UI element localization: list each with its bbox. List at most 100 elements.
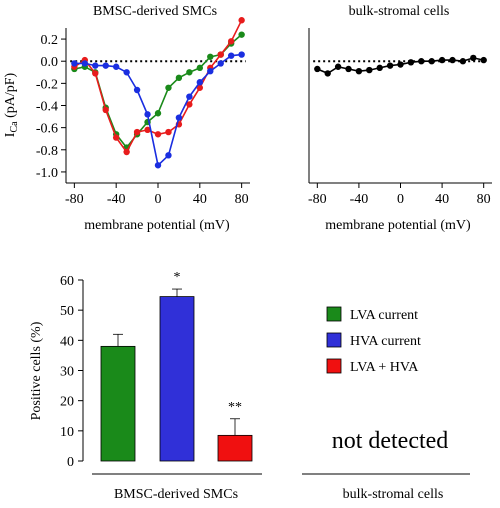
bmsc-y-tick-label: -0.4 xyxy=(36,100,58,115)
bmsc-series-point-0 xyxy=(175,74,183,82)
legend-swatch-lva xyxy=(326,306,342,322)
bulk-series-point-0 xyxy=(438,56,446,64)
bulk-x-tick-label: 80 xyxy=(477,192,491,207)
bmsc-series-point-2 xyxy=(165,152,172,159)
group-label-bulk: bulk-stromal cells xyxy=(343,487,444,502)
bmsc-series-point-2 xyxy=(71,60,78,67)
legend-label-lva: LVA current xyxy=(350,308,418,323)
bar-y-tick-label: 0 xyxy=(67,455,74,470)
bmsc-x-tick-label: 40 xyxy=(193,192,207,207)
y-label-unit: (pA/pF) xyxy=(3,72,18,121)
bar-y-tick-label: 60 xyxy=(60,274,74,289)
bmsc-series-point-2 xyxy=(112,63,120,70)
bmsc-series-point-1 xyxy=(92,70,99,77)
bulk-series-point-0 xyxy=(376,64,383,72)
bmsc-y-tick-label: -0.2 xyxy=(36,77,58,92)
bmsc-series-point-1 xyxy=(196,84,204,91)
bulk-series-point-0 xyxy=(334,63,342,70)
bmsc-series-point-1 xyxy=(238,17,245,24)
bar-legend: LVA current HVA current LVA + HVA xyxy=(326,306,421,375)
bulk-series-point-0 xyxy=(418,58,425,65)
bulk-x-tick-label: -40 xyxy=(350,192,369,207)
bmsc-x-tick-label: -40 xyxy=(107,192,126,207)
bulk-x-tick-label: 40 xyxy=(435,192,449,207)
bulk-iv-plot: bulk-stromal cells membrane potential (m… xyxy=(308,4,492,233)
bar-0 xyxy=(100,345,136,462)
bmsc-series-point-1 xyxy=(102,106,109,114)
bmsc-series-point-2 xyxy=(81,60,89,67)
bar-axes: 0 10 20 30 40 50 60 xyxy=(60,274,84,470)
legend-swatch-hva xyxy=(326,332,342,348)
legend-swatch-lva-hva xyxy=(326,358,342,374)
bulk-axes: -80 -40 0 40 80 xyxy=(308,28,492,207)
bmsc-series-point-2 xyxy=(238,51,245,58)
bmsc-y-tick-label: -0.6 xyxy=(36,122,58,137)
bar-y-tick-label: 20 xyxy=(60,395,74,410)
bmsc-series-point-2 xyxy=(217,60,224,67)
bulk-series-point-0 xyxy=(397,61,404,68)
bmsc-series-point-1 xyxy=(133,128,141,136)
bulk-x-tick-label: -80 xyxy=(308,192,327,207)
bulk-series-point-0 xyxy=(459,58,467,65)
bulk-series-point-0 xyxy=(324,70,331,77)
bmsc-y-tick-label: -1.0 xyxy=(36,166,58,181)
bmsc-x-tick-label: 0 xyxy=(155,192,162,207)
bmsc-series-point-2 xyxy=(123,69,130,76)
bmsc-series-point-0 xyxy=(165,84,172,91)
legend-label-hva: HVA current xyxy=(350,334,421,349)
y-label-main: I xyxy=(3,132,18,137)
bmsc-plot-title: BMSC-derived SMCs xyxy=(93,4,217,19)
bar-y-tick-label: 50 xyxy=(60,304,74,319)
y-label-subscript: Ca xyxy=(9,121,20,133)
current-y-axis-label: ICa (pA/pF) xyxy=(3,72,20,137)
bmsc-series-point-2 xyxy=(133,86,141,94)
bulk-series-point-0 xyxy=(386,62,394,69)
bmsc-y-tick-label: -0.8 xyxy=(36,144,58,159)
bmsc-x-tick-label: -80 xyxy=(65,192,84,207)
bmsc-series-point-2 xyxy=(175,114,183,121)
bulk-series-point-0 xyxy=(345,65,352,73)
not-detected-note: not detected xyxy=(332,428,449,454)
bulk-series-point-0 xyxy=(480,56,487,64)
bmsc-series-point-1 xyxy=(165,128,172,136)
bmsc-axes: -80 -40 0 40 80 0.2 0.0 -0.2 -0.4 -0.6 -0.8 -1.0 xyxy=(36,28,250,207)
bmsc-series-point-2 xyxy=(207,67,214,75)
bmsc-series-point-1 xyxy=(123,148,130,156)
bmsc-series-point-2 xyxy=(186,93,193,100)
bmsc-series-point-0 xyxy=(238,31,245,38)
bmsc-series-point-2 xyxy=(92,62,99,69)
bmsc-series-point-0 xyxy=(186,69,193,76)
group-label-bmsc: BMSC-derived SMCs xyxy=(114,487,238,502)
bmsc-series-point-0 xyxy=(207,53,214,60)
bmsc-y-tick-label: 0.2 xyxy=(41,33,59,48)
bmsc-series-point-1 xyxy=(154,131,162,138)
bmsc-series-point-2 xyxy=(102,62,109,69)
bmsc-series-point-2 xyxy=(227,52,235,59)
bmsc-series-line-0 xyxy=(74,33,243,149)
bmsc-x-axis-label: membrane potential (mV) xyxy=(84,218,230,233)
bmsc-series-point-2 xyxy=(196,79,204,86)
bar-2 xyxy=(217,434,253,462)
significance-marker-2: ** xyxy=(228,400,242,415)
bmsc-series-point-2 xyxy=(154,162,162,169)
bulk-x-tick-label: 0 xyxy=(397,192,404,207)
legend-label-lva-hva: LVA + HVA xyxy=(350,360,419,375)
bar-y-axis-label: Positive cells (%) xyxy=(29,321,44,420)
bulk-x-axis-label: membrane potential (mV) xyxy=(325,218,471,233)
bulk-series-point-0 xyxy=(428,58,435,65)
bar-y-tick-label: 30 xyxy=(60,365,74,380)
bars-group: *** xyxy=(100,270,253,462)
bmsc-series-line-2 xyxy=(74,53,242,167)
bmsc-series-point-2 xyxy=(144,111,151,118)
bulk-series-point-0 xyxy=(314,65,321,73)
bmsc-series-point-1 xyxy=(144,126,151,134)
bulk-plot-title: bulk-stromal cells xyxy=(349,4,450,19)
bmsc-y-tick-label: 0.0 xyxy=(41,55,59,70)
bulk-series-point-0 xyxy=(470,54,477,62)
bmsc-series-point-0 xyxy=(154,110,162,117)
bulk-series-point-0 xyxy=(407,59,415,66)
bmsc-iv-plot: BMSC-derived SMCs membrane potential (mV… xyxy=(3,4,250,233)
